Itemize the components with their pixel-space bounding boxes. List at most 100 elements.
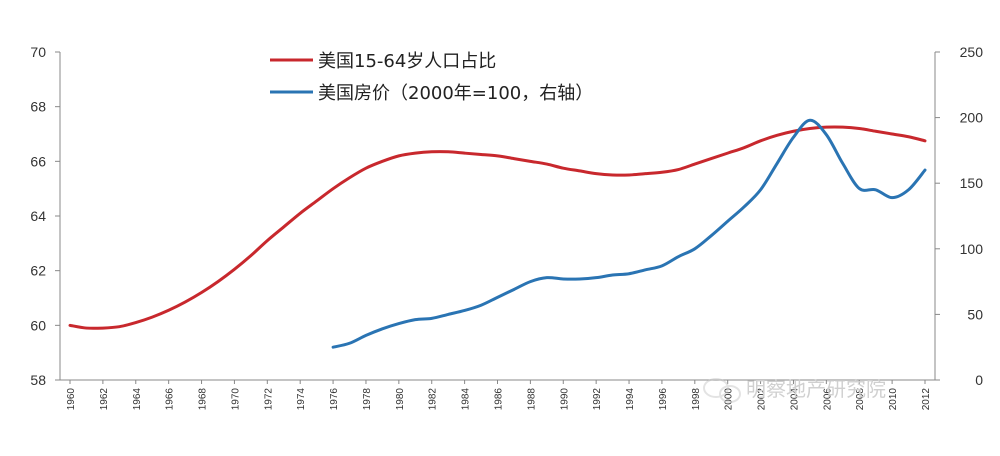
- series-1-point: [332, 187, 335, 190]
- x-axis-ticks: 1960 1962 1964 1966 1968 1970 1972 1974 1976 1978…: [66, 380, 932, 410]
- series-1-point: [496, 154, 499, 157]
- series-2-point: [710, 234, 713, 237]
- x-tick-label: 2008: [855, 388, 866, 411]
- x-tick-label: 2004: [789, 388, 800, 411]
- series-line-1: [68, 125, 927, 330]
- x-tick-label: 1968: [198, 388, 209, 411]
- series-1-point: [512, 157, 515, 160]
- series-2-point: [924, 169, 927, 172]
- series-1-point: [644, 172, 647, 175]
- series-1-point: [463, 152, 466, 155]
- series-2-point: [891, 196, 894, 199]
- series-1-point: [447, 150, 450, 153]
- series-2-point: [545, 276, 548, 279]
- series-1-point: [891, 133, 894, 136]
- x-tick-label: 1964: [132, 388, 143, 411]
- series-1-point: [348, 176, 351, 179]
- series-2-point: [529, 280, 532, 283]
- x-tick-label: 1992: [592, 388, 603, 411]
- series-1-point: [858, 127, 861, 130]
- x-tick-label: 1976: [329, 388, 340, 411]
- left-tick-label: 60: [30, 317, 46, 333]
- series-2-point: [611, 274, 614, 277]
- series-2-point: [348, 342, 351, 345]
- series-2-point: [595, 276, 598, 279]
- series-2-point: [463, 309, 466, 312]
- series-1-point: [364, 167, 367, 170]
- series-1-point: [397, 154, 400, 157]
- series-1-point: [808, 127, 811, 130]
- x-tick-label: 1978: [362, 388, 373, 411]
- series-2-point: [858, 187, 861, 190]
- series-2-point: [496, 296, 499, 299]
- series-1-point: [726, 152, 729, 155]
- series-1-point: [545, 163, 548, 166]
- x-tick-label: 1986: [494, 388, 505, 411]
- series-2-point: [628, 272, 631, 275]
- x-tick-label: 1984: [461, 388, 472, 411]
- series-1-point: [184, 301, 187, 304]
- x-tick-label: 2006: [822, 388, 833, 411]
- x-tick-label: 1972: [263, 388, 274, 411]
- series-1-point: [381, 160, 384, 163]
- series-1-point: [792, 130, 795, 133]
- wechat-logo-icon: [703, 378, 741, 403]
- x-tick-label: 2010: [888, 388, 899, 411]
- series-1-point: [710, 157, 713, 160]
- series-2-point: [808, 119, 811, 122]
- series-group: [68, 118, 927, 349]
- left-axis-ticks: 58 60 62 64 66 68 70: [30, 44, 60, 388]
- left-tick-label: 64: [30, 208, 46, 224]
- x-tick-label: 1960: [66, 388, 77, 411]
- x-tick-label: 1982: [428, 388, 439, 411]
- x-tick-label: 1962: [99, 388, 110, 411]
- series-2-point: [776, 162, 779, 165]
- series-1-point: [282, 225, 285, 228]
- left-tick-label: 70: [30, 44, 46, 60]
- right-tick-label: 150: [960, 175, 984, 191]
- left-tick-label: 66: [30, 153, 46, 169]
- series-1-point: [299, 212, 302, 215]
- series-1-point: [776, 134, 779, 137]
- watermark-text: 明察地产研究院: [746, 377, 886, 401]
- x-tick-label: 1974: [296, 388, 307, 411]
- series-1-point: [924, 139, 927, 142]
- series-2-point: [414, 318, 417, 321]
- right-tick-label: 100: [960, 241, 984, 257]
- series-1-point: [85, 327, 88, 330]
- series-1-point: [578, 169, 581, 172]
- right-tick-label: 50: [967, 306, 983, 322]
- series-2-point: [562, 277, 565, 280]
- x-tick-label: 1988: [526, 388, 537, 411]
- series-1-point: [759, 139, 762, 142]
- series-1-point: [134, 321, 137, 324]
- series-1-point: [562, 167, 565, 170]
- series-2-point: [759, 188, 762, 191]
- series-2-point: [792, 136, 795, 139]
- series-1-point: [216, 280, 219, 283]
- series-1-point: [907, 135, 910, 138]
- x-tick-label: 1970: [230, 388, 241, 411]
- x-tick-label: 1966: [165, 388, 176, 411]
- series-2-point: [726, 220, 729, 223]
- series-2-point: [874, 188, 877, 191]
- legend-label-series-2: 美国房价（2000年=100，右轴）: [318, 83, 593, 104]
- series-1-point: [611, 174, 614, 177]
- x-tick-label: 1994: [625, 388, 636, 411]
- series-1-point: [266, 239, 269, 242]
- series-1-point: [430, 150, 433, 153]
- series-2-point: [841, 162, 844, 165]
- x-tick-label: 1980: [395, 388, 406, 411]
- series-1-point: [233, 268, 236, 271]
- x-tick-label: 2000: [724, 388, 735, 411]
- series-1-point: [315, 199, 318, 202]
- series-1-point: [841, 126, 844, 129]
- series-2-point: [578, 277, 581, 280]
- series-2-point: [364, 334, 367, 337]
- series-1-point: [151, 316, 154, 319]
- series-line-2: [331, 118, 927, 349]
- series-2-point: [512, 288, 515, 291]
- right-tick-label: 0: [975, 372, 983, 388]
